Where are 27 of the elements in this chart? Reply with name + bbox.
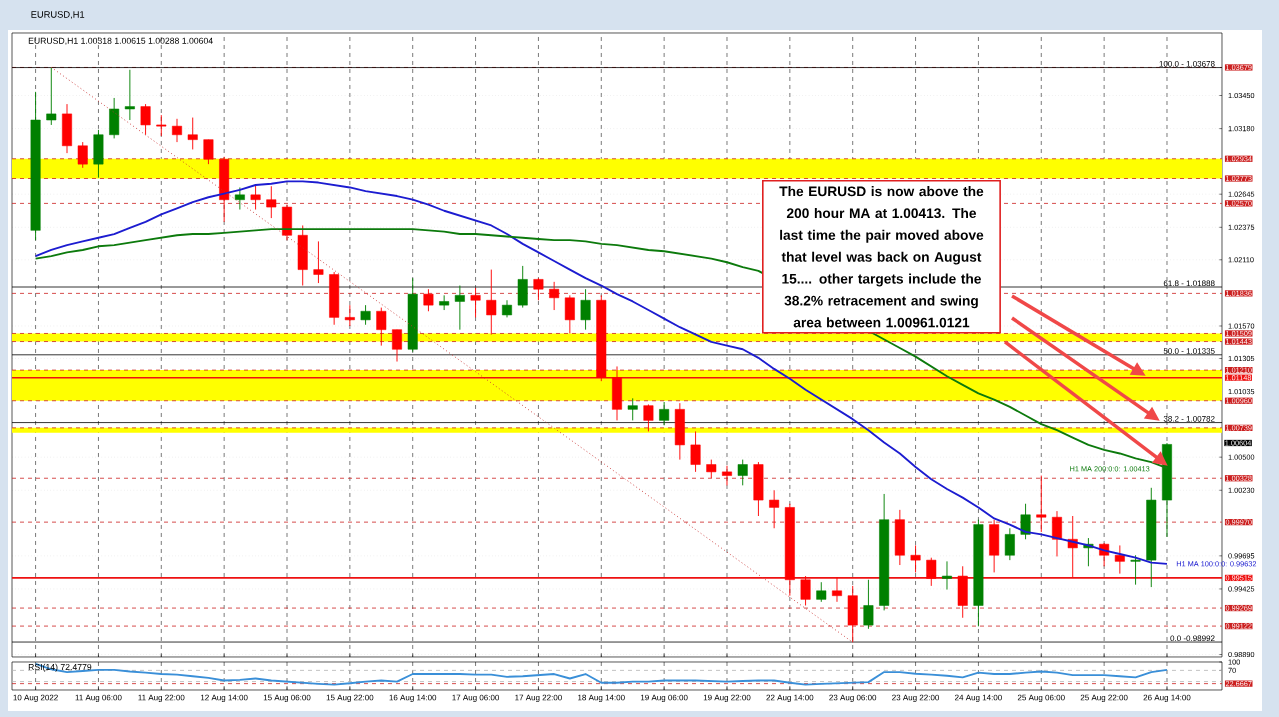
annotation: 38.2 - 1.00782 [1163, 415, 1215, 422]
x-tick-label: 19 Aug 22:00 [703, 694, 751, 702]
x-tick-label: 11 Aug 06:00 [75, 694, 122, 702]
annotation: 100.0 - 1.03678 [1159, 60, 1215, 67]
annotation: 61.8 - 1.01888 [1163, 280, 1215, 287]
x-tick-label: 11 Aug 22:00 [138, 694, 185, 702]
chart-subtitle: EURUSD,H1 [31, 11, 85, 19]
x-tick-label: 10 Aug 2022 [13, 694, 58, 702]
annotation: 50.0 - 1.01335 [1163, 348, 1215, 354]
x-tick-label: 26 Aug 14:00 [1143, 694, 1191, 702]
x-tick-label: 22 Aug 14:00 [766, 694, 814, 702]
x-tick-label: 24 Aug 14:00 [955, 694, 1002, 702]
x-tick-label: 23 Aug 22:00 [892, 694, 940, 702]
chart-title: EURUSD,H1 1.00318 1.00615 1.00288 1.00604 [28, 37, 213, 45]
x-tick-label: 25 Aug 22:00 [1080, 694, 1128, 702]
x-tick-label: 15 Aug 22:00 [326, 694, 374, 702]
x-tick-label: 25 Aug 06:00 [1017, 694, 1065, 702]
x-tick-label: 12 Aug 14:00 [200, 694, 248, 702]
x-tick-label: 23 Aug 06:00 [829, 694, 877, 702]
x-tick-label: 16 Aug 14:00 [389, 694, 437, 702]
x-tick-label: 17 Aug 22:00 [515, 694, 562, 702]
annotation: 0.0 -0.98992 [1170, 635, 1215, 642]
x-tick-label: 19 Aug 06:00 [640, 694, 688, 702]
x-tick-label: 18 Aug 14:00 [578, 694, 625, 702]
x-tick-label: 15 Aug 06:00 [263, 694, 311, 702]
annotation: The EURUSD is now above the 200 hour MA at 1.00413. The last time the pair moved above that level was back on August 15.... other targets include the 38.2% retracement and swing area between 1.00961.0121 [779, 186, 984, 328]
x-tick-label: 17 Aug 06:00 [452, 694, 500, 702]
